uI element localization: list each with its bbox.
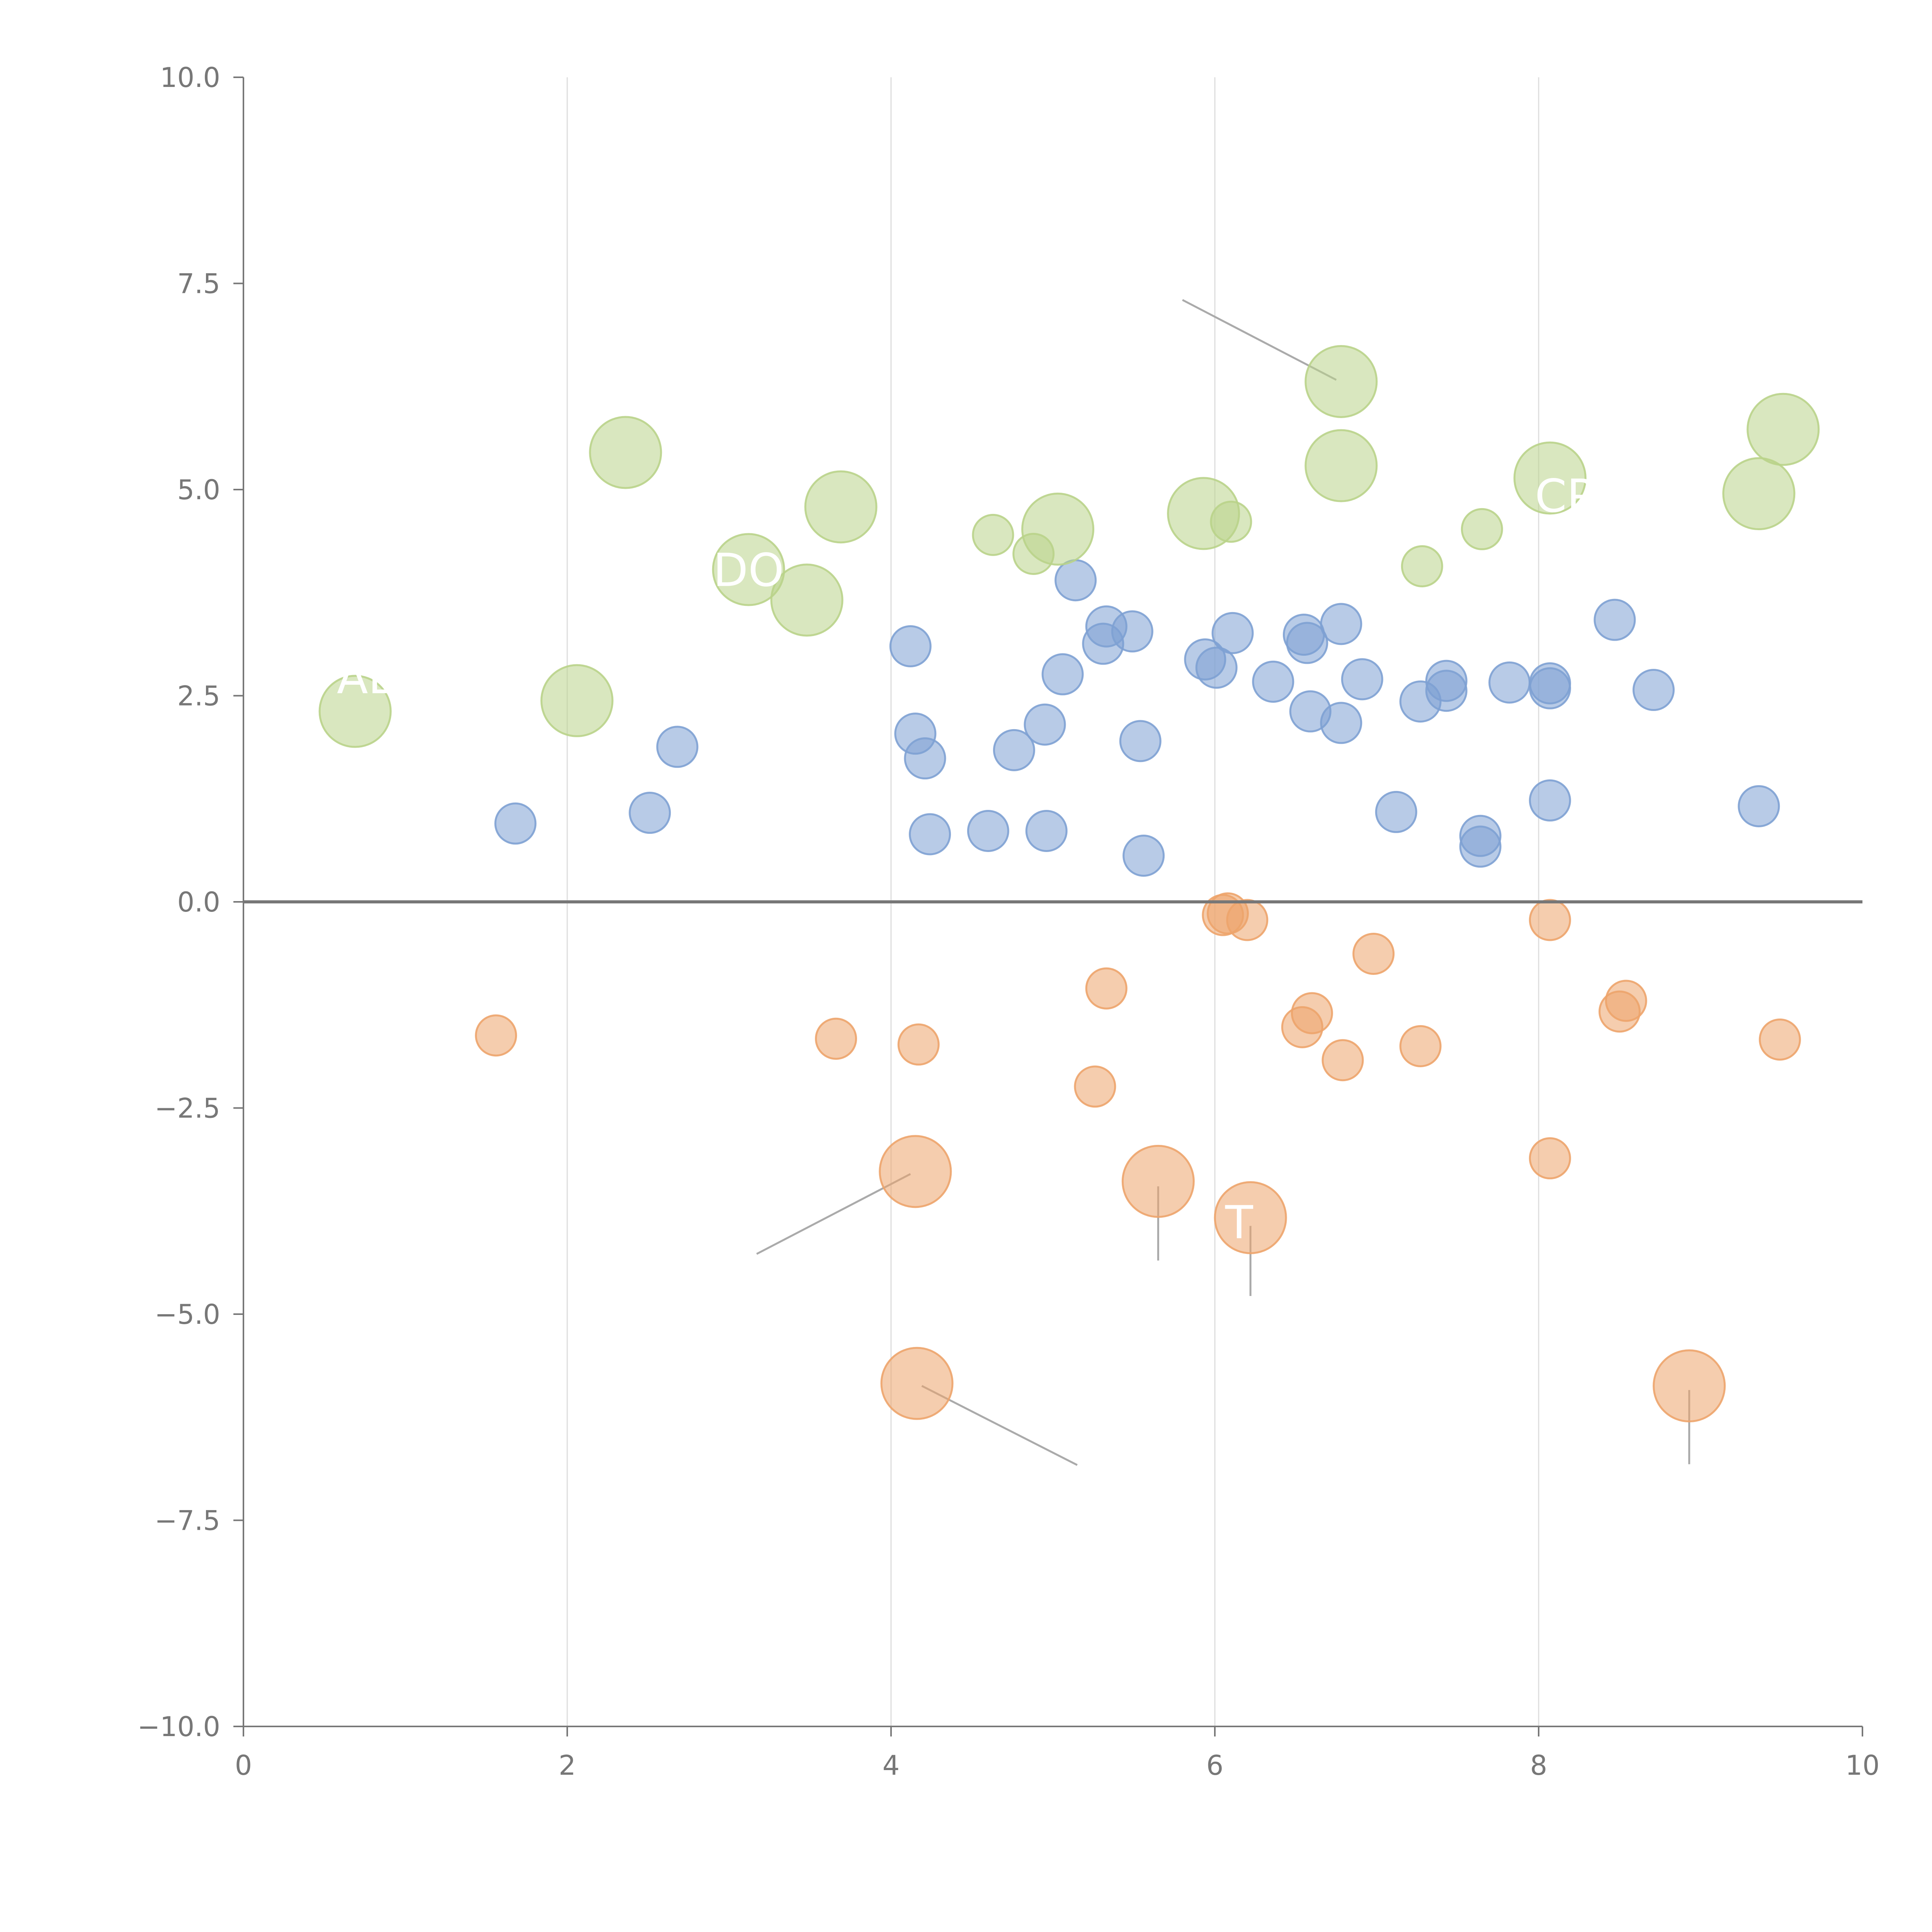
orange-data-point [1291,992,1333,1034]
green-data-point [1167,477,1240,550]
x-tick-label: 10 [1845,1750,1879,1781]
orange-data-point [879,1135,952,1208]
blue-data-point [629,792,671,834]
green-data-point [804,470,878,544]
green-data-point [1021,492,1095,566]
axes: 0 2 4 6 8 10 −10.0 −7.5 −5.0 −2.5 0.0 2.5 5.0 7.5 10.0 [137,62,1879,1781]
y-tick-label: −5.0 [155,1299,220,1330]
blue-data-point [1252,660,1294,703]
orange-data-point [815,1017,857,1060]
blue-data-point [1341,658,1383,701]
x-tick-label: 8 [1530,1750,1548,1781]
green-data-point [318,675,392,748]
blue-data-point [1459,825,1502,868]
blue-data-point [1211,612,1254,654]
orange-data-point [1085,967,1128,1010]
orange-data-point [897,1023,940,1066]
blue-data-point [1375,791,1417,833]
green-data-point [540,664,614,737]
blue-data-point [1529,667,1571,709]
blue-data-point [656,726,699,768]
data-points [318,345,1820,1423]
blue-data-point [1594,599,1636,641]
blue-data-point [904,737,946,780]
y-tick-label: 7.5 [177,268,220,300]
y-tick-label: −2.5 [155,1093,220,1124]
point-label: DO [713,544,784,597]
green-data-point [589,416,662,489]
blue-data-point [1632,669,1675,711]
y-tick-label: 10.0 [160,62,220,94]
blue-data-point [1320,603,1362,645]
blue-data-point [1195,646,1238,689]
blue-data-point [1111,610,1153,653]
y-tick-label: −7.5 [155,1505,220,1537]
point-labels: DO AB CP T [337,469,1594,1249]
green-data-point [712,533,785,606]
orange-data-point [1352,932,1395,975]
blue-data-point [1529,779,1571,822]
blue-data-point [1122,834,1165,877]
orange-data-point [1074,1065,1116,1108]
y-tick-label: 0.0 [177,886,220,918]
blue-data-point [1054,559,1097,602]
x-tick-label: 6 [1206,1750,1224,1781]
blue-data-point [993,729,1035,771]
blue-data-point [967,810,1009,852]
orange-data-point [1321,1039,1364,1082]
point-label: CP [1535,469,1594,523]
orange-data-point [1759,1018,1801,1061]
blue-data-point [1041,653,1084,696]
y-tick-label: 2.5 [177,680,220,712]
orange-data-point [880,1347,954,1420]
orange-data-point [1529,899,1571,941]
orange-data-point [1399,1025,1442,1067]
blue-data-point [1286,622,1328,664]
blue-data-point [1024,703,1066,746]
y-tick-label: −10.0 [137,1711,220,1743]
x-tick-label: 4 [883,1750,900,1781]
orange-data-point [1605,980,1647,1022]
green-data-point [1304,429,1378,502]
orange-data-point [1653,1349,1726,1423]
blue-data-point [1738,785,1780,827]
orange-data-point [1214,1181,1287,1254]
orange-data-point [1121,1145,1195,1218]
green-data-point [1747,393,1820,466]
green-data-point [1461,508,1503,550]
green-data-point [1304,345,1378,418]
blue-data-point [1425,670,1468,712]
blue-data-point [1025,810,1068,852]
point-label: T [1225,1196,1253,1249]
y-tick-label: 5.0 [177,474,220,506]
green-data-point [1722,457,1796,531]
x-tick-label: 0 [235,1750,252,1781]
green-data-point [972,514,1014,556]
orange-data-point [475,1014,517,1057]
blue-data-point [889,625,932,667]
blue-data-point [1119,720,1162,762]
green-data-point [770,563,844,637]
blue-data-point [1488,661,1531,704]
point-label: AB [337,651,400,704]
green-data-point [1513,441,1587,515]
blue-data-point [1320,702,1362,744]
green-data-point [1401,545,1443,587]
blue-data-point [909,813,951,855]
orange-data-point [1226,899,1269,941]
orange-data-point [1529,1137,1571,1180]
blue-data-point [494,802,537,845]
x-tick-label: 2 [559,1750,576,1781]
